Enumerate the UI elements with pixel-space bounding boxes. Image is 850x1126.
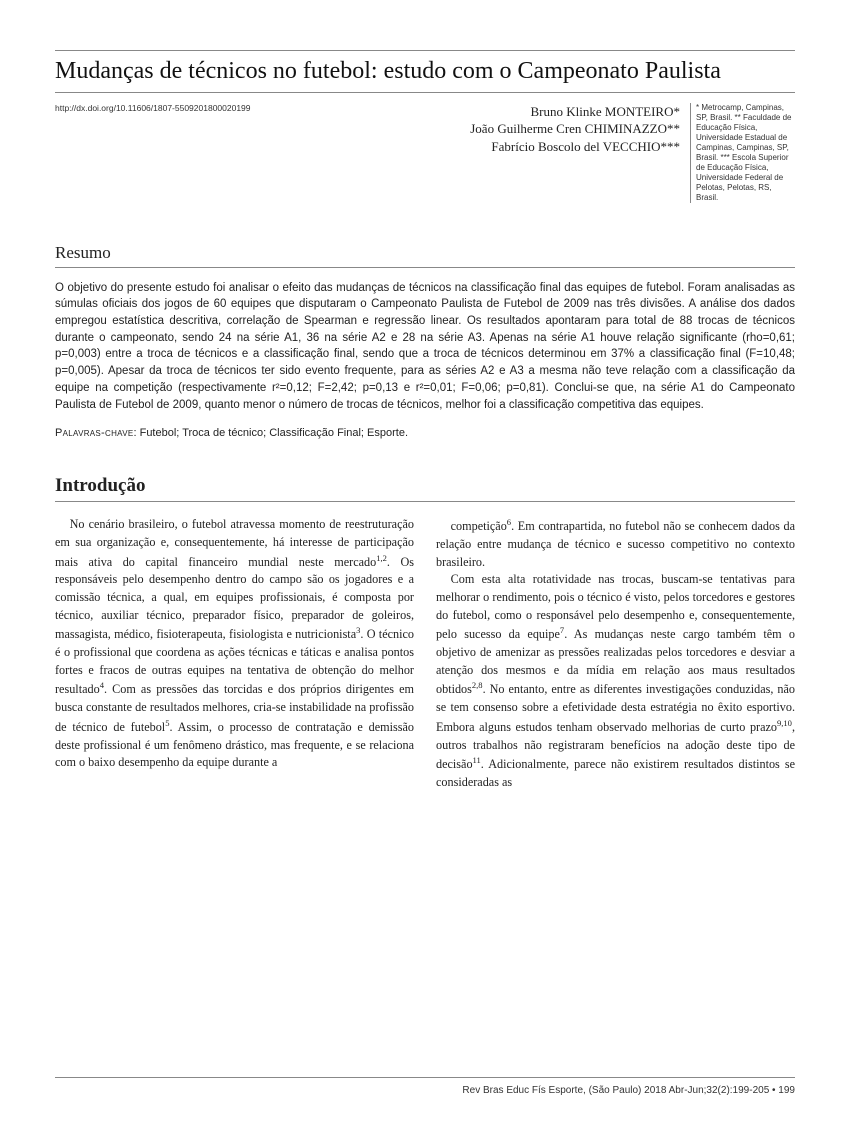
page-footer: Rev Bras Educ Fís Esporte, (São Paulo) 2… (462, 1085, 795, 1096)
author-2: João Guilherme Cren CHIMINAZZO** (400, 120, 680, 138)
intro-heading: Introdução (55, 475, 795, 497)
keywords-label: Palavras-chave (55, 427, 133, 439)
top-rule (55, 50, 795, 51)
authors-affil-wrap: Bruno Klinke MONTEIRO* João Guilherme Cr… (400, 103, 795, 203)
col2-p2: Com esta alta rotatividade nas trocas, b… (436, 571, 795, 792)
body-columns: No cenário brasileiro, o futebol atraves… (55, 516, 795, 792)
resumo-rule (55, 267, 795, 268)
footer-rule (55, 1077, 795, 1078)
resumo-heading: Resumo (55, 243, 795, 263)
doi-link[interactable]: http://dx.doi.org/10.11606/1807-55092018… (55, 103, 251, 113)
author-1: Bruno Klinke MONTEIRO* (400, 103, 680, 121)
col2-p1: competição6. Em contrapartida, no futebo… (436, 516, 795, 571)
column-right: competição6. Em contrapartida, no futebo… (436, 516, 795, 792)
col1-p1: No cenário brasileiro, o futebol atraves… (55, 516, 414, 772)
article-title: Mudanças de técnicos no futebol: estudo … (55, 57, 795, 86)
title-rule (55, 92, 795, 93)
authors-block: Bruno Klinke MONTEIRO* João Guilherme Cr… (400, 103, 680, 156)
abstract-body: O objetivo do presente estudo foi analis… (55, 280, 795, 413)
column-left: No cenário brasileiro, o futebol atraves… (55, 516, 414, 792)
keywords-value: : Futebol; Troca de técnico; Classificaç… (133, 427, 408, 439)
intro-rule (55, 501, 795, 502)
author-3: Fabrício Boscolo del VECCHIO*** (400, 138, 680, 156)
meta-row: http://dx.doi.org/10.11606/1807-55092018… (55, 103, 795, 203)
keywords-line: Palavras-chave: Futebol; Troca de técnic… (55, 427, 795, 439)
affiliations-block: * Metrocamp, Campinas, SP, Brasil. ** Fa… (690, 103, 795, 203)
